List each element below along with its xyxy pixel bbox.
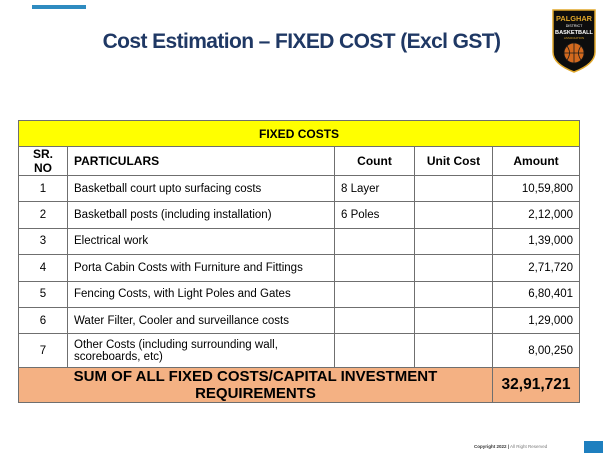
cell-amount: 1,29,000: [491, 306, 581, 335]
table-row: 1 Basketball court upto surfacing costs 8 …: [18, 174, 581, 203]
logo-text-bottom: ASSOCIATION: [564, 36, 584, 40]
total-label: SUM OF ALL FIXED COSTS/CAPITAL INVESTMEN…: [18, 367, 493, 404]
total-row: SUM OF ALL FIXED COSTS/CAPITAL INVESTMEN…: [18, 367, 581, 404]
cell-amount: 6,80,401: [491, 280, 581, 308]
table-row: 7 Other Costs (including surrounding wall…: [18, 333, 581, 369]
cell-particulars: Basketball court upto surfacing costs: [67, 174, 335, 203]
cell-count: 8 Layer: [334, 174, 415, 203]
cell-particulars: Other Costs (including surrounding wall,…: [67, 333, 335, 369]
logo-text-top: PALGHAR: [556, 14, 593, 23]
cell-unit-cost: [414, 333, 493, 369]
cell-sr-no: 5: [18, 280, 68, 308]
cell-count: [334, 254, 415, 282]
cell-unit-cost: [414, 280, 493, 308]
basketball-association-logo: PALGHAR DISTRICT BASKETBALL ASSOCIATION: [552, 9, 596, 73]
total-value: 32,91,721: [491, 367, 581, 404]
cell-particulars: Fencing Costs, with Light Poles and Gate…: [67, 280, 335, 308]
cell-unit-cost: [414, 306, 493, 335]
cell-sr-no: 3: [18, 227, 68, 256]
cell-particulars: Porta Cabin Costs with Furniture and Fit…: [67, 254, 335, 282]
header-amount: Amount: [491, 146, 581, 176]
cell-amount: 8,00,250: [491, 333, 581, 369]
fixed-costs-table: FIXED COSTS SR. NO PARTICULARS Count Uni…: [17, 120, 581, 404]
cell-unit-cost: [414, 174, 493, 203]
table-header-row: SR. NO PARTICULARS Count Unit Cost Amoun…: [18, 146, 581, 176]
cell-amount: 2,71,720: [491, 254, 581, 282]
page-title: Cost Estimation – FIXED COST (Excl GST): [102, 30, 501, 53]
cell-particulars: Electrical work: [67, 227, 335, 256]
cell-amount: 1,39,000: [491, 227, 581, 256]
cell-count: 6 Poles: [334, 201, 415, 229]
cell-sr-no: 1: [18, 174, 68, 203]
cell-unit-cost: [414, 254, 493, 282]
cell-sr-no: 7: [18, 333, 68, 369]
header-count: Count: [334, 146, 415, 176]
logo-text-mid: DISTRICT: [566, 24, 583, 28]
footer-accent-bar: [584, 441, 603, 453]
cell-count: [334, 333, 415, 369]
header-unit-cost: Unit Cost: [414, 146, 493, 176]
table-banner: FIXED COSTS: [17, 120, 581, 147]
table-banner-row: FIXED COSTS: [17, 120, 581, 147]
logo-text-main: BASKETBALL: [555, 30, 593, 36]
table-row: 3 Electrical work 1,39,000: [18, 227, 581, 256]
table-row: 6 Water Filter, Cooler and surveillance c…: [18, 306, 581, 335]
rights-text: All Right Reserved: [510, 444, 548, 449]
copyright-text: Copyright 2022 |: [474, 444, 510, 449]
header-particulars: PARTICULARS: [67, 146, 335, 176]
header-sr-no: SR. NO: [18, 146, 68, 176]
table-row: 2 Basketball posts (including installatio…: [18, 201, 581, 229]
accent-bar: [32, 5, 86, 9]
cell-count: [334, 280, 415, 308]
cell-amount: 10,59,800: [491, 174, 581, 203]
cell-sr-no: 2: [18, 201, 68, 229]
basketball-icon: [563, 42, 585, 64]
cell-unit-cost: [414, 227, 493, 256]
cell-count: [334, 227, 415, 256]
cell-unit-cost: [414, 201, 493, 229]
cell-particulars: Basketball posts (including installation…: [67, 201, 335, 229]
cell-sr-no: 6: [18, 306, 68, 335]
cell-count: [334, 306, 415, 335]
table-row: 4 Porta Cabin Costs with Furniture and Fi…: [18, 254, 581, 282]
footer-copyright: Copyright 2022 | All Right Reserved: [474, 444, 547, 449]
cell-particulars: Water Filter, Cooler and surveillance co…: [67, 306, 335, 335]
cell-amount: 2,12,000: [491, 201, 581, 229]
table-row: 5 Fencing Costs, with Light Poles and Gat…: [18, 280, 581, 308]
cell-sr-no: 4: [18, 254, 68, 282]
